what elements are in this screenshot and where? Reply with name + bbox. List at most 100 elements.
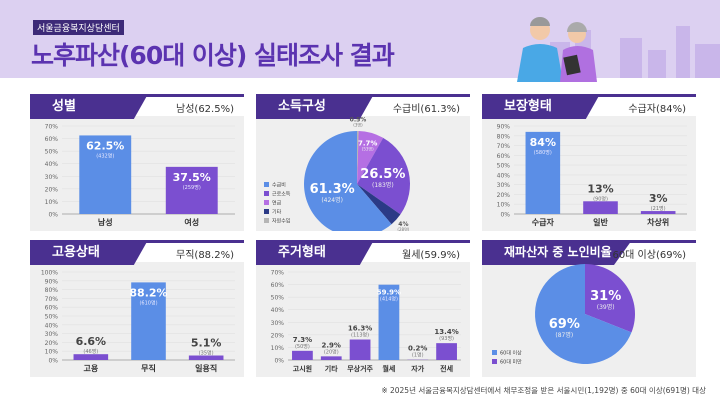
x-tick-label: 고용	[83, 363, 98, 373]
slice-count: (87명)	[555, 331, 573, 339]
panel-title: 보장형태	[482, 94, 600, 119]
y-tick-label: 70%	[271, 270, 285, 277]
slice-count: (28명)	[397, 226, 409, 231]
count-label: (113명)	[351, 332, 369, 339]
slice-count: (39명)	[597, 303, 615, 311]
y-tick-label: 40%	[271, 307, 285, 314]
elderly-ratio-pie-chart: 31%(39명) 69%(87명) 60대 이상 60대 미만	[492, 264, 635, 366]
legend-swatch	[492, 350, 497, 355]
slice-label: 69%	[549, 317, 580, 332]
panel-housing: 주거형태 월세(59.9%) 0% 10% 20% 30% 40% 50% 60% 70% 7.3…	[256, 240, 470, 377]
legend-label: 근로소득	[272, 192, 291, 198]
y-tick-label: 80%	[497, 133, 511, 140]
panel-title: 고용상태	[30, 240, 148, 265]
legend-swatch	[264, 209, 269, 214]
y-tick-label: 40%	[45, 161, 59, 168]
y-tick-label: 10%	[271, 345, 285, 352]
y-tick-label: 60%	[271, 282, 285, 289]
data-label: 84%	[530, 136, 556, 149]
count-label: (580명)	[534, 149, 552, 156]
pie-slice	[357, 131, 359, 184]
panel-rebankrupt-elderly: 재파산자 중 노인비율 60대 이상(69%) 31% (39명) 69% (87명) 6…	[482, 240, 696, 377]
y-tick-label: 90%	[497, 124, 511, 131]
data-label: 16.3%	[348, 325, 372, 333]
x-tick-label: 고시원	[293, 364, 312, 373]
legend-label: 연금	[272, 200, 282, 207]
legend-swatch	[264, 200, 269, 205]
bar	[320, 356, 342, 360]
employment-bar-chart: 0% 10% 20% 30% 40%50% 60% 70% 80% 90%100% 6.6%(46…	[41, 270, 235, 373]
page-title: 노후파산(60대 이상) 실태조사 결과	[31, 41, 395, 70]
panel-title: 성별	[30, 94, 148, 119]
count-label: (432명)	[96, 152, 114, 159]
slice-count: (3명)	[353, 121, 363, 127]
panel-title: 주거형태	[256, 240, 374, 265]
y-tick-label: 20%	[45, 340, 59, 347]
count-label: (259명)	[183, 184, 201, 191]
bar	[73, 354, 109, 360]
data-label: 13%	[587, 182, 613, 195]
y-tick-label: 90%	[45, 278, 59, 285]
x-tick-label: 자가	[411, 364, 424, 373]
panel-protection: 보장형태 수급자(84%) 0% 10% 20% 30% 40% 50% 60% 70% 80% 9…	[482, 94, 696, 231]
y-tick-label: 30%	[271, 320, 285, 327]
pie-slice	[304, 131, 392, 231]
count-label: (90명)	[593, 195, 608, 202]
housing-bar-chart: 0%10%20%30%40%50%60%70%7.3%(50명)고시원2.9%(…	[271, 270, 461, 373]
x-tick-label: 전세	[440, 364, 453, 373]
y-tick-label: 40%	[497, 172, 511, 179]
legend-label: 60대 이상	[500, 350, 522, 357]
bar	[378, 284, 400, 360]
panel-summary: 남성(62.5%)	[176, 104, 234, 115]
data-label: 5.1%	[191, 337, 222, 350]
y-tick-label: 10%	[45, 349, 59, 356]
y-tick-label: 70%	[45, 124, 59, 131]
legend-label: 기타	[272, 209, 282, 216]
slice-count: (183명)	[372, 181, 394, 189]
x-tick-label: 여성	[184, 217, 199, 227]
slice-count: (424명)	[321, 196, 343, 204]
panel-gender: 성별 남성(62.5%) 0% 10% 20% 30% 40% 50% 60% 70% 62.5%…	[30, 94, 244, 231]
data-label: 3%	[649, 192, 668, 205]
y-tick-label: 20%	[497, 192, 511, 199]
y-tick-label: 50%	[497, 163, 511, 170]
slice-label: 31%	[590, 289, 621, 304]
legend-swatch	[492, 359, 497, 364]
panel-summary: 수급비(61.3%)	[392, 104, 460, 115]
x-tick-label: 수급자	[532, 217, 555, 227]
count-label: (610명)	[139, 299, 157, 306]
panel-title: 재파산자 중 노인비율	[482, 240, 632, 265]
y-tick-label: 0%	[48, 212, 58, 219]
count-label: (20명)	[324, 348, 339, 355]
slice-label: 4%	[398, 221, 408, 228]
slice-label: 7.7%	[358, 140, 377, 148]
footnote: ※ 2025년 서울금융복지상담센터에서 채무조정을 받은 서울시민(1,192…	[381, 386, 706, 395]
y-tick-label: 80%	[45, 287, 59, 294]
y-tick-label: 0%	[274, 358, 284, 365]
y-tick-label: 60%	[497, 153, 511, 160]
x-tick-label: 남성	[98, 217, 113, 227]
slice-label: 26.5%	[360, 167, 405, 182]
slice-label: 0.5%	[350, 116, 367, 123]
pie-slice	[535, 264, 632, 364]
data-label: 7.3%	[293, 336, 312, 344]
pie-slice	[357, 137, 410, 215]
y-tick-label: 30%	[497, 182, 511, 189]
slice-count: (53명)	[362, 146, 374, 152]
data-label: 2.9%	[322, 341, 341, 349]
panel-employment: 고용상태 무직(88.2%) 0% 10% 20% 30% 40% 50% 60% 70% 80%…	[30, 240, 244, 377]
slice-label: 61.3%	[310, 182, 355, 197]
y-tick-label: 70%	[45, 296, 59, 303]
x-tick-label: 일용직	[195, 363, 217, 373]
x-tick-label: 차상위	[647, 217, 669, 227]
bar	[349, 339, 371, 360]
x-tick-label: 기타	[325, 364, 338, 373]
panel-summary: 수급자(84%)	[628, 104, 686, 115]
panel-income: 소득구성 수급비(61.3%) 0.5% (3명) 7.7% (53명) 26.5% (18…	[256, 94, 470, 231]
y-tick-label: 20%	[45, 186, 59, 193]
pie-slice	[357, 184, 401, 225]
legend-swatch	[264, 218, 269, 223]
bar	[292, 350, 313, 360]
protection-bar-chart: 0% 10% 20% 30% 40% 50% 60% 70% 80% 90% 84%(580명) 수급…	[497, 124, 687, 227]
y-tick-label: 60%	[45, 305, 59, 312]
